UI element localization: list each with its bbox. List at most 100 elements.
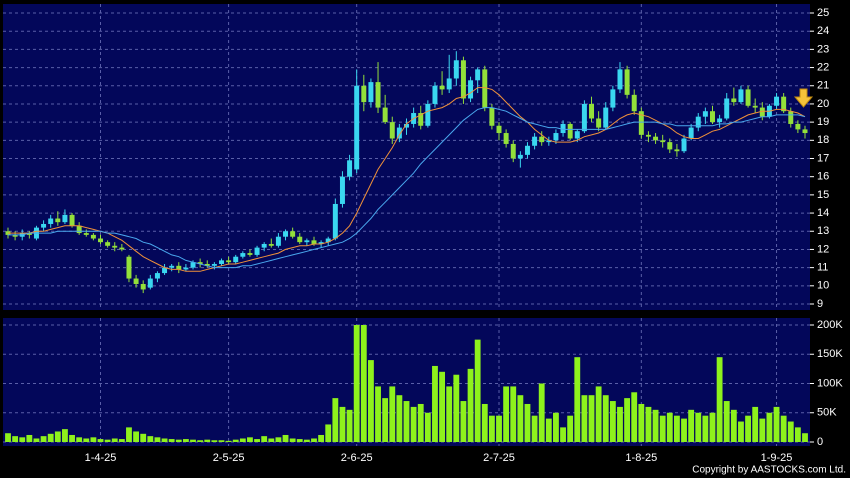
candle-body bbox=[418, 113, 424, 126]
volume-bar bbox=[503, 386, 510, 442]
volume-bar bbox=[111, 438, 118, 442]
candle-body bbox=[688, 127, 694, 139]
volume-bar bbox=[360, 325, 367, 442]
volume-bar bbox=[745, 415, 751, 442]
candle-body bbox=[76, 225, 82, 234]
volume-bar bbox=[574, 357, 581, 442]
candle-body bbox=[645, 134, 651, 137]
candle-body bbox=[119, 247, 125, 250]
candle-body bbox=[581, 103, 587, 132]
y-tick-label: 50K bbox=[817, 407, 837, 419]
candle-body bbox=[781, 96, 787, 112]
volume-bar bbox=[97, 439, 104, 442]
candle-body bbox=[261, 243, 267, 248]
volume-bar bbox=[90, 437, 97, 442]
volume-bar bbox=[190, 439, 196, 442]
marker-arrow bbox=[793, 88, 814, 108]
volume-bar bbox=[275, 437, 282, 442]
volume-bar bbox=[325, 424, 332, 442]
volume-bar bbox=[709, 412, 716, 442]
candle-body bbox=[475, 69, 481, 81]
candle-body bbox=[190, 262, 196, 268]
volume-bar bbox=[182, 439, 189, 442]
y-tick-label: 23 bbox=[817, 43, 829, 55]
candle-body bbox=[339, 176, 345, 204]
candle-body bbox=[695, 116, 701, 128]
volume-bar bbox=[5, 433, 11, 442]
volume-bar bbox=[218, 440, 225, 442]
volume-bar bbox=[560, 427, 566, 442]
volume-bar bbox=[339, 406, 346, 442]
volume-bar bbox=[282, 434, 289, 442]
candle-body bbox=[496, 125, 502, 134]
volume-bar bbox=[133, 431, 140, 442]
volume-bar bbox=[553, 412, 559, 442]
moving-average-line bbox=[8, 107, 806, 269]
candle-body bbox=[574, 131, 580, 139]
volume-bar bbox=[588, 395, 595, 442]
candle-body bbox=[133, 278, 139, 284]
volume-bar bbox=[446, 386, 453, 442]
candle-body bbox=[147, 278, 153, 288]
candle-body bbox=[275, 236, 281, 246]
candle-body bbox=[489, 107, 495, 126]
candle-body bbox=[12, 234, 18, 237]
candle-body bbox=[752, 105, 758, 108]
candle-body bbox=[297, 236, 303, 243]
candle-body bbox=[83, 233, 89, 235]
candle-body bbox=[140, 283, 146, 290]
volume-bar bbox=[474, 339, 481, 442]
volume-bar bbox=[723, 401, 730, 442]
candle-body bbox=[218, 260, 224, 264]
candle-body bbox=[325, 238, 331, 243]
volume-bar bbox=[595, 386, 602, 442]
candle-body bbox=[731, 98, 737, 103]
candle-body bbox=[382, 107, 388, 123]
candle-body bbox=[105, 242, 111, 246]
volume-bar bbox=[609, 401, 616, 442]
volume-bar bbox=[617, 406, 623, 442]
candle-body bbox=[532, 136, 538, 146]
volume-bar bbox=[716, 357, 723, 442]
candle-body bbox=[517, 154, 523, 159]
volume-bar bbox=[303, 439, 310, 442]
candle-body bbox=[240, 253, 246, 257]
candle-body bbox=[311, 240, 317, 244]
volume-bar bbox=[417, 403, 424, 442]
candle-body bbox=[468, 80, 474, 99]
y-tick-label: 200K bbox=[817, 319, 843, 331]
volume-bar bbox=[19, 437, 26, 442]
volume-bar bbox=[780, 415, 787, 442]
volume-bar bbox=[311, 438, 317, 442]
candle-body bbox=[290, 231, 296, 237]
candle-body bbox=[318, 242, 324, 244]
volume-bar bbox=[645, 406, 652, 442]
y-tick-label: 21 bbox=[817, 80, 829, 92]
volume-bar bbox=[332, 398, 339, 442]
volume-bar bbox=[730, 409, 737, 442]
candle-body bbox=[503, 133, 509, 144]
volume-bar bbox=[567, 415, 574, 442]
candle-body bbox=[112, 245, 118, 248]
x-tick-label: 1-8-25 bbox=[625, 452, 657, 464]
candle-body bbox=[425, 103, 431, 126]
volume-bar bbox=[453, 374, 460, 442]
candle-body bbox=[674, 149, 680, 152]
volume-bar bbox=[666, 412, 673, 442]
volume-bar bbox=[147, 436, 154, 442]
candle-body bbox=[453, 60, 459, 79]
y-tick-label: 150K bbox=[817, 348, 843, 360]
candle-body bbox=[62, 214, 68, 223]
volume-bar bbox=[62, 429, 68, 442]
candle-body bbox=[482, 69, 488, 108]
y-tick-label: 14 bbox=[817, 207, 829, 219]
candle-body bbox=[560, 123, 566, 134]
candle-body bbox=[603, 107, 609, 128]
volume-bar bbox=[439, 371, 445, 442]
volume-bar bbox=[33, 438, 40, 442]
volume-bar bbox=[432, 365, 438, 442]
candle-body bbox=[702, 111, 708, 117]
candle-body bbox=[724, 98, 730, 119]
candle-body bbox=[41, 223, 47, 228]
volume-bar bbox=[659, 415, 666, 442]
